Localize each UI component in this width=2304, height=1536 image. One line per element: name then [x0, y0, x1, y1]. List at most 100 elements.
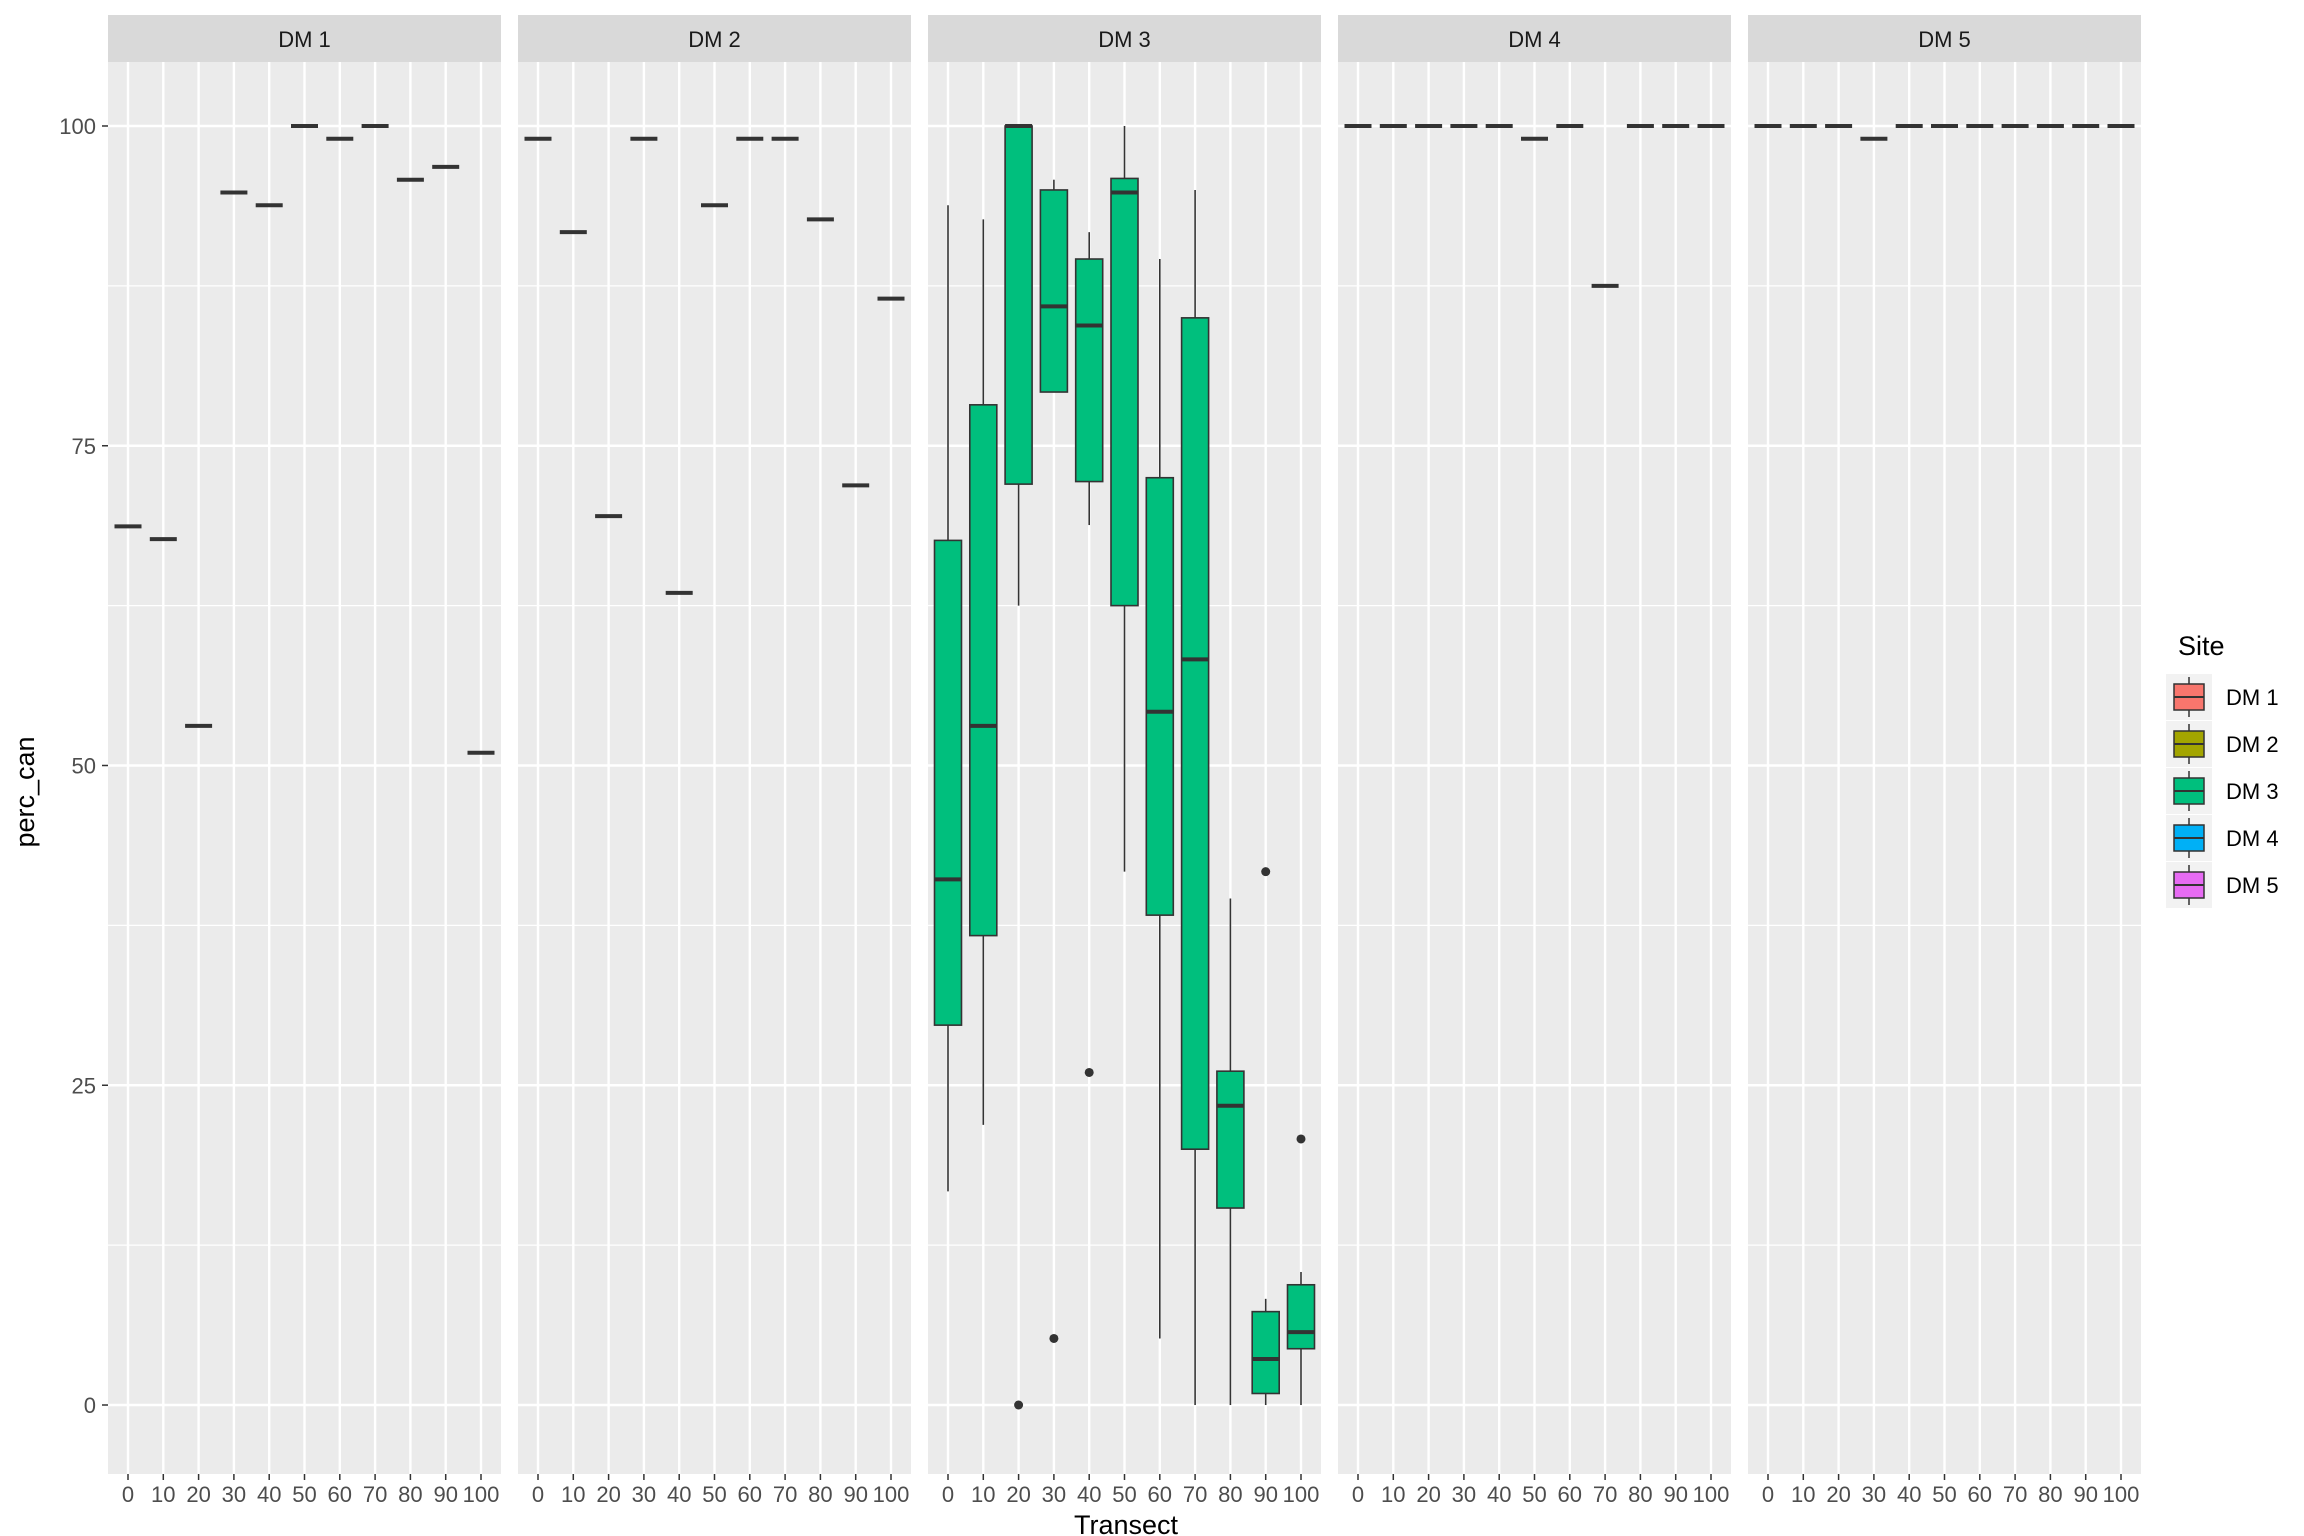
x-tick-label: 60: [1968, 1482, 1992, 1507]
x-tick-label: 0: [532, 1482, 544, 1507]
y-tick-label: 25: [72, 1073, 96, 1098]
x-tick-label: 70: [773, 1482, 797, 1507]
x-tick-label: 10: [151, 1482, 175, 1507]
legend: Site DM 1 DM 2 DM 3 DM 4 DM 5: [2166, 631, 2279, 908]
y-tick-label: 75: [72, 434, 96, 459]
x-tick-label: 40: [1077, 1482, 1101, 1507]
box-10: [968, 219, 998, 1125]
x-tick-label: 40: [1897, 1482, 1921, 1507]
x-tick-label: 0: [122, 1482, 134, 1507]
x-tick-label: 90: [1253, 1482, 1277, 1507]
outlier-point: [1049, 1333, 1059, 1343]
box-body: [968, 404, 998, 937]
box-body: [1251, 1310, 1280, 1395]
x-tick-label: 100: [463, 1482, 500, 1507]
x-tick-label: 40: [667, 1482, 691, 1507]
x-tick-label: 0: [942, 1482, 954, 1507]
x-tick-label: 70: [2003, 1482, 2027, 1507]
x-tick-label: 60: [1558, 1482, 1582, 1507]
x-tick-label: 50: [702, 1482, 726, 1507]
facet-strip: [108, 15, 501, 62]
outlier-point: [1084, 1067, 1094, 1077]
box-body: [1039, 189, 1069, 393]
box-body: [1286, 1283, 1316, 1350]
x-tick-label: 10: [1791, 1482, 1815, 1507]
facet-strip-label: DM 4: [1508, 27, 1561, 52]
x-tick-label: 70: [1183, 1482, 1207, 1507]
x-tick-label: 30: [1042, 1482, 1066, 1507]
legend-label: DM 2: [2226, 732, 2279, 757]
x-tick-label: 20: [596, 1482, 620, 1507]
box-100: [1286, 1134, 1316, 1405]
facet-panel-2: DM 2 0 10 20 30 40 50 60 70 80 90 100: [518, 15, 911, 1507]
x-tick-label: 90: [1663, 1482, 1687, 1507]
x-tick-label: 70: [1593, 1482, 1617, 1507]
x-tick-label: 50: [1112, 1482, 1136, 1507]
x-tick-label: 10: [561, 1482, 585, 1507]
x-tick-label: 90: [433, 1482, 457, 1507]
x-tick-label: 20: [186, 1482, 210, 1507]
facet-strip-label: DM 1: [278, 27, 331, 52]
facet-strip-label: DM 3: [1098, 27, 1151, 52]
x-tick-label: 20: [1006, 1482, 1030, 1507]
box-body: [1145, 476, 1175, 916]
legend-title: Site: [2178, 631, 2225, 661]
box-20: [1004, 124, 1033, 1410]
x-tick-label: 100: [873, 1482, 910, 1507]
legend-label: DM 5: [2226, 873, 2279, 898]
box-30: [1039, 179, 1069, 1343]
box-body: [1074, 258, 1104, 483]
legend-item-5: DM 5: [2166, 862, 2279, 908]
x-tick-label: 30: [632, 1482, 656, 1507]
facet-strip-label: DM 5: [1918, 27, 1971, 52]
box-body: [1216, 1070, 1245, 1209]
x-tick-label: 90: [843, 1482, 867, 1507]
x-tick-label: 60: [1148, 1482, 1172, 1507]
outlier-point: [1296, 1134, 1306, 1144]
x-tick-label: 80: [808, 1482, 832, 1507]
legend-item-1: DM 1: [2166, 674, 2279, 720]
facet-strip-label: DM 2: [688, 27, 741, 52]
legend-label: DM 1: [2226, 685, 2279, 710]
x-tick-label: 20: [1416, 1482, 1440, 1507]
x-tick-label: 90: [2073, 1482, 2097, 1507]
facet-strip: [928, 15, 1321, 62]
y-tick-label: 0: [84, 1393, 96, 1418]
legend-item-3: DM 3: [2166, 768, 2279, 814]
x-tick-label: 30: [1452, 1482, 1476, 1507]
x-tick-label: 10: [971, 1482, 995, 1507]
box-70: [1180, 189, 1210, 1405]
x-tick-label: 20: [1826, 1482, 1850, 1507]
x-tick-label: 80: [2038, 1482, 2062, 1507]
facet-panel-1: DM 1 0 10 20 30 40 50 60 70 80 90 100: [108, 15, 501, 1507]
box-0: [933, 205, 963, 1192]
x-tick-label: 100: [1693, 1482, 1730, 1507]
x-tick-label: 30: [222, 1482, 246, 1507]
x-tick-label: 60: [738, 1482, 762, 1507]
y-tick-label: 50: [72, 754, 96, 779]
x-axis-title: Transect: [1074, 1510, 1179, 1536]
y-tick-label: 100: [59, 114, 96, 139]
y-axis: 0 25 50 75 100: [59, 114, 108, 1418]
box-90: [1251, 867, 1280, 1405]
x-tick-label: 80: [1218, 1482, 1242, 1507]
box-40: [1074, 232, 1104, 1077]
outlier-point: [1014, 1400, 1024, 1410]
x-tick-label: 50: [1932, 1482, 1956, 1507]
x-tick-label: 0: [1352, 1482, 1364, 1507]
x-tick-label: 80: [398, 1482, 422, 1507]
box-body: [1110, 177, 1139, 607]
x-tick-label: 30: [1862, 1482, 1886, 1507]
x-tick-label: 60: [328, 1482, 352, 1507]
x-tick-label: 70: [363, 1482, 387, 1507]
box-body: [1004, 125, 1033, 485]
outlier-point: [1261, 867, 1271, 877]
x-tick-label: 40: [1487, 1482, 1511, 1507]
x-tick-label: 100: [2103, 1482, 2140, 1507]
box-body: [1180, 317, 1210, 1150]
x-tick-label: 10: [1381, 1482, 1405, 1507]
x-tick-label: 50: [292, 1482, 316, 1507]
legend-item-2: DM 2: [2166, 721, 2279, 767]
facet-strip: [518, 15, 911, 62]
x-tick-label: 50: [1522, 1482, 1546, 1507]
